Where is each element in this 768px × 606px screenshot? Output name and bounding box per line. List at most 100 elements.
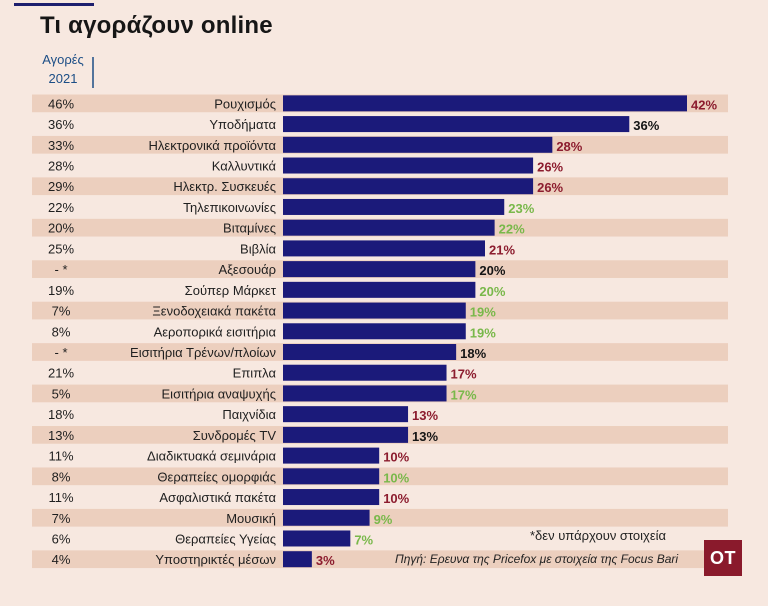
bar <box>283 551 312 568</box>
previous-year-label: 8% <box>52 324 71 339</box>
bar <box>283 344 457 360</box>
bar <box>283 240 485 257</box>
chart-title: Τι αγοράζουν online <box>40 12 273 39</box>
bar <box>283 116 630 133</box>
ot-logo: OT <box>704 540 742 576</box>
previous-year-label: - * <box>55 262 68 277</box>
category-label: Παιχνίδια <box>222 407 276 422</box>
bar <box>283 323 466 340</box>
bar <box>283 302 466 319</box>
value-label: 18% <box>460 346 486 361</box>
value-label: 19% <box>470 325 496 340</box>
value-label: 19% <box>470 305 496 320</box>
category-label: Τηλεπικοινωνίες <box>183 200 276 215</box>
bar <box>283 406 409 423</box>
bar <box>283 468 380 485</box>
previous-year-label: - * <box>55 345 68 360</box>
previous-year-label: 18% <box>48 407 74 422</box>
previous-year-label: 5% <box>52 386 71 401</box>
previous-year-label: 21% <box>48 366 74 381</box>
bar <box>283 261 476 278</box>
category-label: Διαδικτυακά σεμινάρια <box>147 449 276 464</box>
value-label: 13% <box>412 429 438 444</box>
value-label: 22% <box>499 222 525 237</box>
value-label: 3% <box>316 553 335 568</box>
previous-year-label: 8% <box>52 469 71 484</box>
previous-year-label: 46% <box>48 96 74 111</box>
bar <box>283 157 534 174</box>
value-label: 10% <box>383 470 409 485</box>
value-label: 42% <box>691 97 717 112</box>
category-label: Θεραπείες ομορφιάς <box>157 469 276 484</box>
category-label: Ρουχισμός <box>214 96 276 111</box>
category-label: Ηλεκτρονικά προϊόντα <box>149 138 277 153</box>
value-label: 17% <box>451 387 477 402</box>
previous-year-label: 29% <box>48 179 74 194</box>
category-label: Μουσική <box>226 511 276 526</box>
footnote: *δεν υπάρχουν στοιχεία <box>530 528 667 543</box>
bar <box>283 364 447 381</box>
bar <box>283 178 534 195</box>
category-label: Επιπλα <box>233 366 277 381</box>
bar <box>283 530 351 547</box>
category-label: Συνδρομές TV <box>193 428 277 443</box>
bar <box>283 136 553 153</box>
category-label: Ηλεκτρ. Συσκευές <box>173 179 276 194</box>
previous-year-label: 6% <box>52 531 71 546</box>
category-label: Θεραπείες Υγείας <box>175 531 276 546</box>
top-accent-line <box>14 3 94 6</box>
bar <box>283 385 447 402</box>
previous-year-label: 13% <box>48 428 74 443</box>
value-label: 23% <box>508 201 534 216</box>
value-label: 9% <box>374 512 393 527</box>
category-label: Αξεσουάρ <box>218 262 276 277</box>
bar <box>283 281 476 298</box>
value-label: 7% <box>354 532 373 547</box>
row-stripe <box>32 508 728 527</box>
previous-year-label: 22% <box>48 200 74 215</box>
column-header-2021: Αγορές 2021 <box>36 50 90 88</box>
previous-year-label: 28% <box>48 159 74 174</box>
value-label: 36% <box>633 118 659 133</box>
category-label: Καλλυντικά <box>212 159 277 174</box>
previous-year-label: 11% <box>48 449 73 464</box>
value-label: 26% <box>537 180 563 195</box>
category-label: Βιταμίνες <box>223 221 276 236</box>
category-label: Υποστηρικτές μέσων <box>155 552 276 567</box>
source-note: Πηγή: Ερευνα της Pricefox με στοιχεία τη… <box>395 552 679 566</box>
category-label: Ασφαλιστικά πακέτα <box>159 490 276 505</box>
value-label: 21% <box>489 242 515 257</box>
previous-year-label: 33% <box>48 138 74 153</box>
bar <box>283 447 380 464</box>
previous-year-label: 19% <box>48 283 74 298</box>
previous-year-label: 7% <box>52 304 71 319</box>
bar <box>283 198 505 215</box>
bar <box>283 489 380 506</box>
category-label: Σούπερ Μάρκετ <box>185 283 277 298</box>
previous-year-label: 25% <box>48 241 74 256</box>
category-label: Εισιτήρια Τρένων/πλοίων <box>130 345 276 360</box>
row-stripe <box>32 467 728 486</box>
bar <box>283 219 495 236</box>
value-label: 26% <box>537 160 563 175</box>
category-label: Αεροπορικά εισιτήρια <box>154 324 277 339</box>
value-label: 28% <box>556 139 582 154</box>
previous-year-label: 36% <box>48 117 74 132</box>
category-label: Ξενοδοχειακά πακέτα <box>152 304 276 319</box>
previous-year-label: 11% <box>48 490 73 505</box>
value-label: 20% <box>479 284 505 299</box>
previous-year-label: 7% <box>52 511 71 526</box>
category-label: Βιβλία <box>240 241 276 256</box>
previous-year-label: 4% <box>52 552 71 567</box>
value-label: 17% <box>451 367 477 382</box>
bar <box>283 95 687 112</box>
column-header-line-2: 2021 <box>48 71 78 86</box>
value-label: 13% <box>412 408 438 423</box>
value-label: 10% <box>383 450 409 465</box>
bar <box>283 509 370 526</box>
previous-year-label: 20% <box>48 221 74 236</box>
value-label: 10% <box>383 491 409 506</box>
category-label: Εισιτήρια αναψυχής <box>162 386 276 401</box>
value-label: 20% <box>479 263 505 278</box>
